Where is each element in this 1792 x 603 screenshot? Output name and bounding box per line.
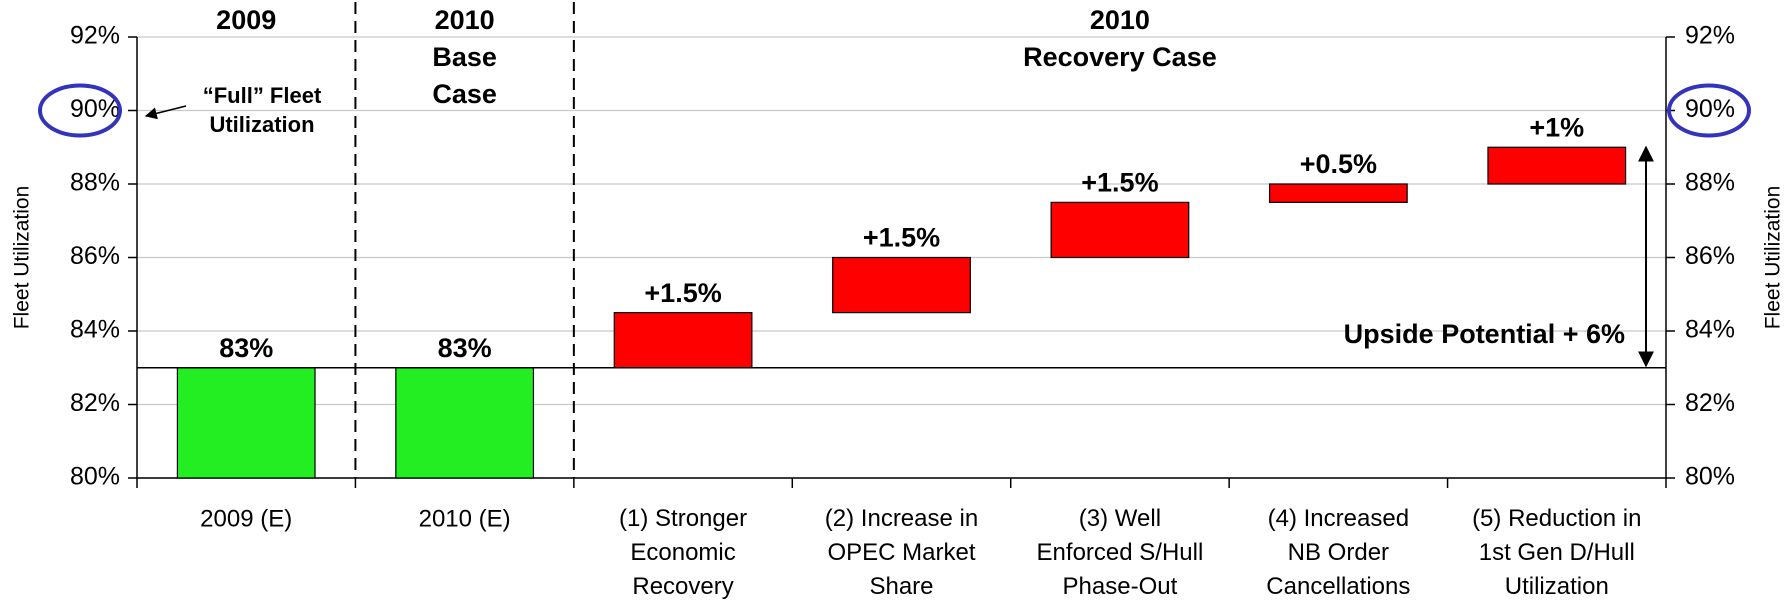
bar xyxy=(1268,183,1408,203)
section-header: 2010 Base Case xyxy=(432,5,497,109)
value-label: 83% xyxy=(219,333,273,363)
value-label: 83% xyxy=(438,333,492,363)
value-label: +1.5% xyxy=(1081,168,1158,198)
x-tick-label: (3) Well Enforced S/Hull Phase-Out xyxy=(1037,505,1204,600)
y2-tick-label: 80% xyxy=(1685,463,1735,491)
y2-tick-label: 84% xyxy=(1685,316,1735,344)
y-tick-label: 88% xyxy=(70,169,120,197)
x-tick-label: (1) Stronger Economic Recovery xyxy=(619,505,747,600)
y2-axis-label: Fleet Utilization xyxy=(1762,186,1785,330)
y-tick-label: 86% xyxy=(70,242,120,270)
x-tick-label: 2009 (E) xyxy=(200,505,292,532)
y-tick-label: 92% xyxy=(70,22,120,50)
highlight-circle xyxy=(1667,83,1751,138)
bar xyxy=(176,367,316,479)
bar xyxy=(1050,201,1190,259)
value-label: +0.5% xyxy=(1300,149,1377,179)
y2-tick-label: 82% xyxy=(1685,389,1735,417)
highlight-circle xyxy=(38,83,122,138)
y-axis-label: Fleet Utilization xyxy=(11,186,34,330)
x-tick-label: (4) Increased NB Order Cancellations xyxy=(1266,505,1410,600)
bar xyxy=(1487,146,1627,185)
y-tick-label: 84% xyxy=(70,316,120,344)
y2-tick-label: 86% xyxy=(1685,242,1735,270)
bar xyxy=(395,367,535,479)
annotation: Upside Potential + 6% xyxy=(1344,319,1625,349)
value-label: +1.5% xyxy=(644,278,721,308)
y-tick-label: 80% xyxy=(70,463,120,491)
x-tick-label: (2) Increase in OPEC Market Share xyxy=(825,505,978,600)
bar xyxy=(832,256,971,314)
value-label: +1% xyxy=(1529,112,1584,142)
arrow xyxy=(144,105,187,120)
bar xyxy=(613,312,753,369)
x-tick-label: 2010 (E) xyxy=(419,505,511,532)
annotation: “Full” Fleet Utilization xyxy=(203,83,322,137)
y2-tick-label: 90% xyxy=(1685,95,1735,123)
x-tick-label: (5) Reduction in 1st Gen D/Hull Utilizatio… xyxy=(1472,505,1641,600)
y2-tick-label: 92% xyxy=(1685,22,1735,50)
y-tick-label: 82% xyxy=(70,389,120,417)
section-header: 2010 Recovery Case xyxy=(1023,5,1217,72)
value-label: +1.5% xyxy=(863,223,940,253)
y-tick-label: 90% xyxy=(70,95,120,123)
section-header: 2009 xyxy=(216,5,276,35)
y2-tick-label: 88% xyxy=(1685,169,1735,197)
